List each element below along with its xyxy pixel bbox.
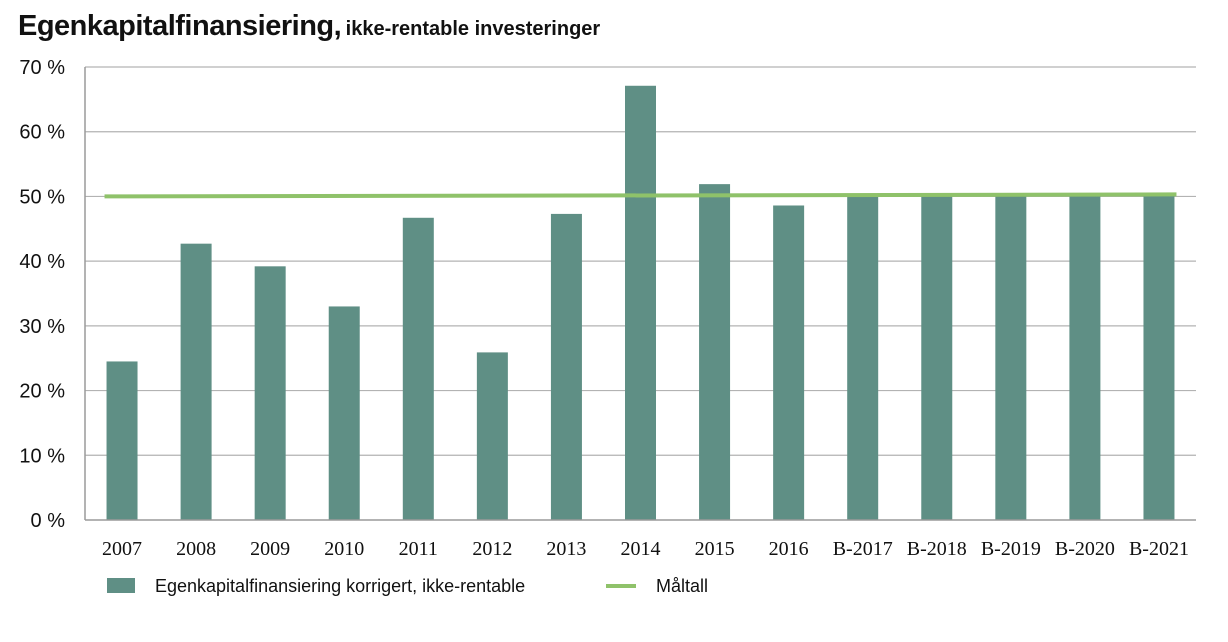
legend-swatch-bars [107,578,135,593]
x-tick-label: 2014 [621,538,661,560]
chart-title: Egenkapitalfinansiering, ikke-rentable i… [18,10,600,43]
bar-B-2020 [1069,194,1101,521]
target-line-path [104,192,1177,199]
x-tick-label: 2015 [695,538,735,560]
bar-B-2018 [921,194,953,521]
bars [106,85,1175,521]
bar-B-2021 [1143,194,1175,521]
y-axis-ticks: 0 % 10 % 20 % 30 % 40 % 50 % 60 % 70 % [19,57,65,532]
bar-B-2019 [995,194,1027,521]
x-tick-label: 2008 [176,538,216,560]
x-axis-ticks: 2007 2008 2009 2010 2011 2012 2013 2014 2015 2016… [102,538,1189,560]
target-line [104,192,1177,199]
x-tick-label: B-2017 [833,538,893,560]
x-tick-label: 2007 [102,538,142,560]
x-tick-label: 2009 [250,538,290,560]
axes [84,67,1196,521]
legend-label-bars: Egenkapitalfinansiering korrigert, ikke-… [155,576,525,596]
bar-2011 [402,217,434,520]
y-tick-label: 70 % [19,57,65,79]
bar-2013 [550,213,582,520]
bar-2015 [699,184,731,520]
bar-2010 [328,306,360,520]
y-tick-label: 40 % [19,251,65,273]
x-tick-label: 2016 [769,538,809,560]
x-tick-label: B-2020 [1055,538,1115,560]
x-tick-label: 2013 [546,538,586,560]
bar-2007 [106,361,138,520]
y-tick-label: 10 % [19,445,65,467]
bar-2008 [180,243,212,521]
bar-2012 [476,352,508,520]
y-tick-label: 50 % [19,186,65,208]
x-tick-label: 2011 [399,538,438,560]
chart-title-main: Egenkapitalfinansiering, [18,10,342,42]
y-tick-label: 60 % [19,122,65,144]
x-tick-label: 2010 [324,538,364,560]
legend-label-line: Måltall [656,576,708,596]
bar-2009 [254,266,286,520]
chart-subtitle: ikke-rentable investeringer [345,18,601,40]
y-tick-label: 30 % [19,316,65,338]
bar-2014 [625,85,656,520]
y-tick-label: 20 % [19,381,65,403]
x-tick-label: B-2019 [981,538,1041,560]
x-tick-label: 2012 [472,538,512,560]
bar-B-2017 [847,194,879,521]
x-tick-label: B-2018 [907,538,967,560]
legend: Egenkapitalfinansiering korrigert, ikke-… [107,576,708,596]
bar-2016 [773,205,805,520]
x-tick-label: B-2021 [1129,538,1189,560]
y-tick-label: 0 % [31,510,66,532]
